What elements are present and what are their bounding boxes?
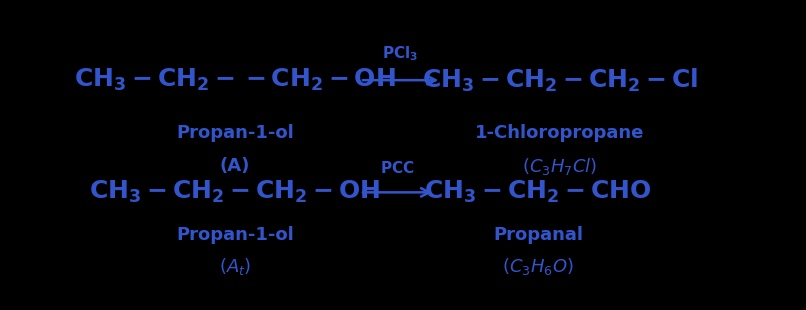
Text: $(C_3H_6O)$: $(C_3H_6O)$ <box>502 256 574 277</box>
Text: (A): (A) <box>220 157 250 175</box>
Text: $(C_3H_7Cl)$: $(C_3H_7Cl)$ <box>522 156 597 177</box>
Text: Propan-1-ol: Propan-1-ol <box>177 226 294 244</box>
Text: Propanal: Propanal <box>493 226 583 244</box>
Text: $\mathbf{CH_3 - CH_2 - CH_2 - OH}$: $\mathbf{CH_3 - CH_2 - CH_2 - OH}$ <box>89 179 380 206</box>
Text: $\mathbf{CH_3 - CH_2 - CHO}$: $\mathbf{CH_3 - CH_2 - CHO}$ <box>424 179 652 206</box>
Text: $\mathbf{PCC}$: $\mathbf{PCC}$ <box>380 160 415 176</box>
Text: $(A_t)$: $(A_t)$ <box>219 256 251 277</box>
Text: $\mathbf{PCl_3}$: $\mathbf{PCl_3}$ <box>383 45 418 64</box>
Text: $\mathbf{CH_3 - CH_2 -- CH_2 - OH}$: $\mathbf{CH_3 - CH_2 -- CH_2 - OH}$ <box>74 67 396 93</box>
Text: Propan-1-ol: Propan-1-ol <box>177 124 294 142</box>
Text: $\mathbf{CH_3 - CH_2 - CH_2 - Cl}$: $\mathbf{CH_3 - CH_2 - CH_2 - Cl}$ <box>422 67 698 94</box>
Text: 1-Chloropropane: 1-Chloropropane <box>476 124 645 142</box>
